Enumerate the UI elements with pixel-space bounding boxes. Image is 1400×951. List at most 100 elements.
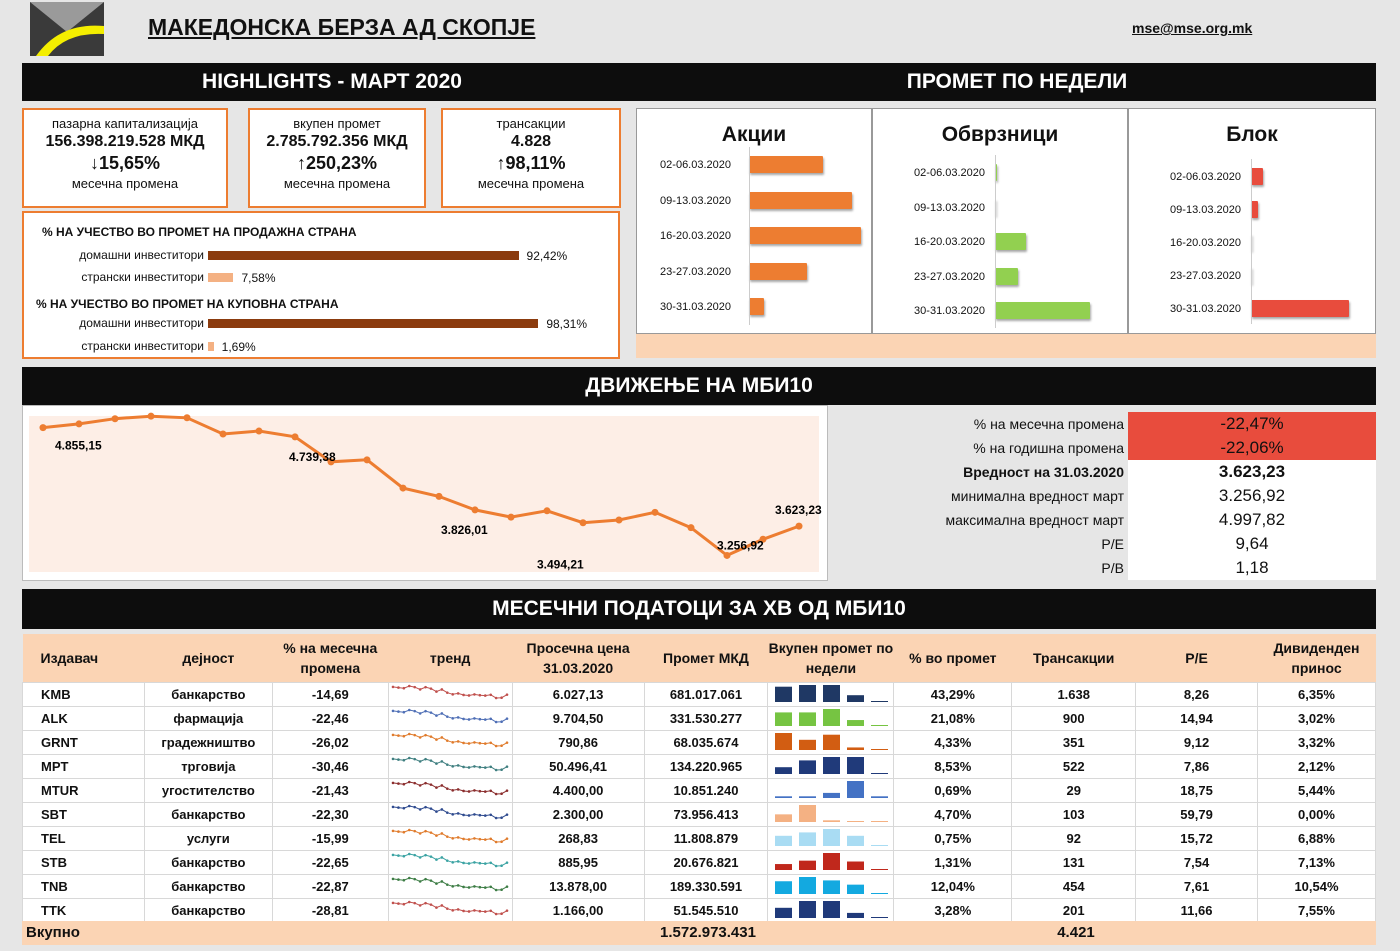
weekly-mini-bar [846,835,864,846]
stat-label: P/B [1101,560,1124,576]
trend-point [435,809,438,813]
email-link[interactable]: mse@mse.org.mk [1132,20,1253,36]
cell-pe: 18,75 [1135,777,1258,803]
weekly-mini-bar [798,795,816,798]
weekly-mini-bars [774,876,888,894]
trend-sparkline [391,756,509,771]
trend-point [440,711,444,715]
cell-dividend: 7,55% [1256,897,1377,923]
weekly-mini-bar [798,711,816,726]
trend-point [397,757,400,761]
buy-foreign-label: странски инвеститори [81,339,204,353]
col-sector: дејност [144,634,273,682]
axis-line [995,155,996,328]
week-bar [995,233,1026,250]
page-title: МАКЕДОНСКА БЕРЗА АД СКОПЈЕ [148,14,536,40]
cell-issuer: GRNT [22,729,145,755]
trend-point [500,695,504,699]
trend-point [402,758,406,762]
weekly-mini-bar [822,879,840,894]
cell-turnover: 20.676.821 [643,849,769,875]
trend-point [473,908,476,912]
weekly-mini-bar [774,880,792,894]
cell-price: 790,86 [511,729,645,755]
table-header-row: Издавач дејност % на месечна промена тре… [22,634,1376,682]
cell-dividend: 3,32% [1256,729,1377,755]
weekly-mini-bar [822,684,840,702]
mbi-line [42,414,800,558]
stat-value-date: Вредност на 31.03.2020 3.623,23 [828,460,1376,484]
trend-point [440,879,444,883]
total-row: Вкупно 1.572.973.431 4.421 [22,921,1376,945]
chart-title: Блок [1226,123,1278,146]
cell-turnover: 11.808.879 [643,825,769,851]
trend-point [484,765,487,769]
weekly-mini-bar [870,916,888,918]
cell-weekly [767,849,895,875]
axis-line [1251,159,1252,324]
weekly-mini-bars [774,828,888,846]
week-bar [1251,201,1259,218]
weekly-title: ПРОМЕТ ПО НЕДЕЛИ [906,70,1128,93]
cell-price: 4.400,00 [511,777,645,803]
cell-weekly [767,777,895,803]
trend-point [457,763,460,767]
trend-point [505,788,509,792]
trend-point [424,781,428,784]
trend-sparkline [391,900,509,915]
mbi-point [399,484,407,492]
cell-transactions: 454 [1011,873,1137,899]
mbi-point [795,522,803,530]
trend-point [451,908,455,912]
weekly-mini-bars [774,852,888,870]
trend-point [478,837,482,841]
trend-line [393,732,508,747]
trend-point [473,884,476,888]
table-row: STB банкарство -22,65 885,95 20.676.821 1,31%… [22,849,1377,875]
mbi-point [255,427,263,435]
week-label: 09-13.03.2020 [1170,204,1241,216]
trend-point [505,812,509,816]
trend-line [393,852,508,867]
stat-label: % на месечна промена [973,416,1124,432]
col-dividend: Дивиденден принос [1257,634,1376,682]
weekly-mini-bar [774,711,792,726]
trend-point [408,804,411,807]
trend-point [429,830,433,834]
trend-point [489,693,493,696]
cell-pe: 11,66 [1135,897,1258,923]
mbi-point [507,513,515,521]
weekly-mini-bar [774,835,792,846]
trend-point [505,908,509,912]
trend-point [489,837,493,840]
trend-point [397,709,400,713]
trend-point [462,789,466,792]
trend-point [429,806,433,810]
turnover-card: вкупен промет 2.785.792.356 МКД ↑250,23%… [248,108,426,208]
trend-point [478,861,482,865]
trend-point [500,767,504,771]
mbi-point [363,456,371,464]
table-row: TTK банкарство -28,81 1.166,00 51.545.510 3,2… [22,897,1377,923]
weekly-mini-bar [822,756,840,774]
trend-point [495,696,498,699]
trend-point [440,855,444,859]
trend-point [435,737,438,741]
trend-point [424,877,428,880]
trend-point [413,781,417,784]
stat-yearly-change: % на годишна промена -22,06% [828,436,1376,460]
trend-point [435,857,438,861]
cell-dividend: 6,88% [1256,825,1377,851]
monthly-title: МЕСЕЧНИ ПОДАТОЦИ ЗА ХВ ОД МБИ10 [492,597,906,620]
buy-domestic-label: домашни инвеститори [79,316,204,330]
trend-point [419,783,422,787]
trend-point [424,685,428,688]
trend-point [467,861,471,865]
cell-weekly [767,753,895,779]
trend-point [495,912,498,915]
trend-point [457,883,460,887]
week-label: 23-27.03.2020 [660,265,731,278]
cell-pe: 8,26 [1135,681,1258,707]
mbi-point [75,420,83,428]
trend-point [413,901,417,904]
